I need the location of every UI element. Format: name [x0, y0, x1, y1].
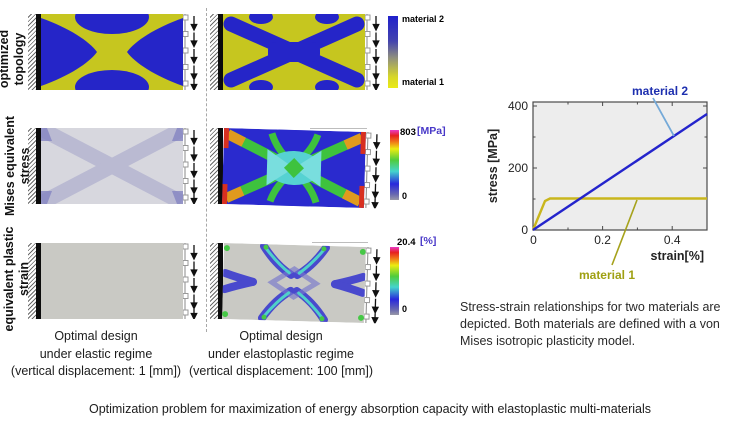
caption-line: Optimal design — [54, 329, 138, 343]
stress-colorbar — [390, 130, 399, 200]
caption-elastoplastic-design: Optimal design under elastoplastic regim… — [186, 328, 376, 381]
description-line: depicted. Both materials are defined wit… — [460, 317, 720, 331]
undeformed-edge-line — [310, 128, 367, 129]
material1-annotation: material 1 — [579, 268, 635, 282]
clamp-bar — [218, 128, 223, 204]
strain-colorbar-min: 0 — [402, 304, 408, 314]
panel-topology-elastoplastic — [210, 14, 385, 92]
clamp-bar — [218, 243, 223, 319]
load-arrows-column — [182, 128, 203, 206]
panel-stress-elastoplastic — [210, 128, 385, 210]
topology-elastoplastic-field — [223, 14, 365, 90]
material2-curve — [532, 113, 708, 231]
panel-topology-elastic — [28, 14, 203, 92]
clamp-bar — [36, 14, 41, 90]
ytick-200: 200 — [508, 161, 528, 175]
material1-curve — [531, 197, 707, 231]
load-arrows-column — [182, 243, 203, 321]
row-label-line: optimized topology — [0, 29, 26, 89]
material-colorbar-top-label: material 2 — [402, 14, 445, 24]
stress-colorbar-min: 0 — [402, 191, 408, 201]
load-arrows-icon — [182, 14, 198, 92]
stress-colorbar-unit: [MPa] — [417, 125, 446, 137]
topology-elastic-field — [41, 14, 183, 90]
material1-pointer-line — [611, 199, 638, 266]
plastic-strain-elastoplastic-field — [221, 243, 367, 323]
stress-elastoplastic-field — [221, 128, 367, 208]
ytick-400: 400 — [508, 99, 528, 113]
load-arrows-icon — [363, 247, 381, 325]
row-label-line: equivalent plastic — [2, 226, 16, 332]
caption-line: under elastic regime — [39, 346, 153, 361]
plot-area — [532, 101, 708, 231]
fixed-support-hatch — [210, 243, 218, 319]
load-arrows-icon — [364, 14, 380, 92]
caption-elastic-design: Optimal design under elastic regime (ver… — [6, 328, 186, 381]
load-arrows-icon — [182, 243, 198, 321]
xtick-0.4: 0.4 — [664, 233, 681, 247]
x-axis-label: strain[%] — [651, 249, 704, 263]
load-arrows-column — [364, 14, 385, 92]
panel-plastic-strain-elastic — [28, 243, 203, 321]
strain-colorbar-max: 20.4 — [397, 237, 416, 248]
figure-title: Optimization problem for maximization of… — [88, 402, 652, 416]
fixed-support-hatch — [28, 243, 36, 319]
description-line: Stress-strain relationships for two mate… — [460, 300, 721, 314]
material-colorbar-bottom-label: material 1 — [402, 77, 445, 87]
fixed-support-hatch — [210, 128, 218, 204]
xtick-0: 0 — [530, 233, 537, 247]
xtick-0.2: 0.2 — [594, 233, 611, 247]
caption-line: under elastoplastic regime — [208, 346, 354, 361]
row-label-optimized-topology: optimized topology — [0, 9, 27, 109]
fixed-support-hatch — [210, 14, 218, 90]
material2-annotation: material 2 — [632, 84, 688, 98]
stress-elastic-field — [41, 128, 183, 204]
load-arrows-column — [363, 132, 386, 210]
y-axis-label: stress [MPa] — [486, 129, 500, 203]
column-divider-dashed — [206, 8, 207, 332]
strain-colorbar — [390, 247, 399, 315]
caption-line: Optimal design — [239, 329, 323, 343]
caption-line: (vertical displacement: 1 [mm]) — [10, 364, 182, 378]
undeformed-edge-line — [312, 242, 368, 243]
stress-colorbar-max: 803 — [400, 127, 416, 138]
panel-plastic-strain-elastoplastic — [210, 243, 385, 325]
plastic-strain-elastic-field — [41, 243, 183, 319]
strain-colorbar-unit: [%] — [420, 235, 437, 247]
clamp-bar — [36, 243, 41, 319]
load-arrows-column — [182, 14, 203, 92]
caption-line: (vertical displacement: 100 [mm]) — [188, 364, 374, 378]
load-arrows-icon — [182, 128, 198, 206]
clamp-bar — [36, 128, 41, 204]
fixed-support-hatch — [28, 14, 36, 90]
ytick-0: 0 — [521, 223, 528, 237]
fixed-support-hatch — [28, 128, 36, 204]
material-colorbar — [388, 16, 398, 88]
load-arrows-icon — [363, 132, 381, 210]
material2-pointer-line — [652, 97, 675, 137]
stress-strain-chart: 400 200 0 0 0.2 0.4 stress [MPa] strain[… — [486, 84, 708, 282]
panel-stress-elastic — [28, 128, 203, 206]
description-text: Stress-strain relationships for two mate… — [460, 299, 721, 350]
description-line: Mises isotropic plasticity model. — [460, 334, 636, 348]
load-arrows-column — [363, 247, 386, 325]
axis-ticks — [532, 102, 707, 231]
row-label-line: Mises equivalent — [3, 115, 17, 217]
clamp-bar — [218, 14, 223, 90]
